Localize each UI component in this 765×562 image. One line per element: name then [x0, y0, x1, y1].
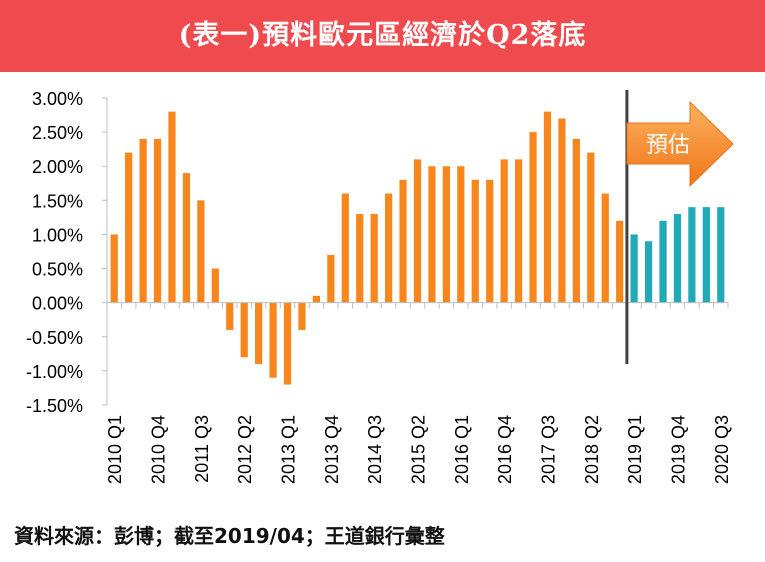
- actual-bar: [457, 166, 465, 303]
- x-tick-label: 2020 Q3: [712, 415, 732, 484]
- y-tick-label: 1.50%: [32, 191, 83, 211]
- actual-bar: [442, 166, 450, 303]
- x-tick-label: 2016 Q1: [452, 415, 472, 484]
- actual-bar: [428, 166, 436, 303]
- actual-bar: [500, 159, 508, 303]
- actual-bar: [587, 152, 595, 303]
- x-tick-label: 2016 Q4: [495, 415, 515, 484]
- actual-bar: [399, 179, 407, 303]
- forecast-bar: [659, 220, 667, 303]
- y-tick-label: 2.00%: [32, 157, 83, 177]
- actual-bar: [211, 268, 219, 303]
- actual-bar: [341, 193, 349, 303]
- actual-bar: [298, 302, 306, 330]
- forecast-bar: [673, 213, 682, 303]
- y-tick-label: 3.00%: [32, 89, 83, 109]
- x-tick-label: 2013 Q1: [279, 415, 299, 484]
- actual-bar: [514, 159, 523, 303]
- actual-bar: [471, 179, 479, 303]
- actual-bar: [385, 193, 393, 303]
- actual-bar: [327, 254, 335, 303]
- actual-bar: [125, 152, 133, 303]
- x-tick-label: 2015 Q2: [409, 415, 429, 484]
- actual-bar: [153, 138, 162, 303]
- actual-bar: [543, 111, 552, 303]
- forecast-bar: [688, 207, 696, 303]
- actual-bar: [197, 200, 205, 303]
- y-tick-label: -1.50%: [26, 396, 83, 416]
- y-tick-label: -0.50%: [26, 328, 83, 348]
- x-tick-label: 2019 Q1: [625, 415, 645, 484]
- actual-bar: [255, 302, 263, 365]
- chart: 3.00% 2.50% 2.00% 1.50% 1.00% 0.50% 0.00% -0.50…: [26, 89, 734, 484]
- actual-bar: [529, 132, 537, 303]
- forecast-bar: [717, 207, 725, 303]
- actual-bar: [486, 179, 494, 303]
- actual-bar: [240, 302, 248, 358]
- x-tick-label: 2014 Q3: [365, 415, 385, 484]
- actual-bar: [283, 302, 292, 385]
- actual-bar: [226, 302, 234, 330]
- x-tick-label: 2010 Q1: [105, 415, 125, 484]
- forecast-bar: [630, 234, 638, 303]
- x-tick-label: 2019 Q4: [668, 415, 688, 484]
- forecast-arrow: 預估: [626, 100, 734, 188]
- title-banner: [0, 0, 765, 72]
- actual-bar: [269, 302, 277, 378]
- actual-bar: [110, 234, 118, 303]
- y-tick-label: 0.50%: [32, 260, 83, 280]
- x-tick-label: 2017 Q3: [538, 415, 558, 484]
- actual-bar: [312, 295, 321, 303]
- x-tick-label: 2012 Q2: [235, 415, 255, 484]
- actual-bar: [413, 159, 422, 303]
- actual-bar: [356, 213, 364, 303]
- y-tick-label: 1.00%: [32, 225, 83, 245]
- x-tick-label: 2011 Q3: [192, 415, 212, 483]
- y-tick-label: 2.50%: [32, 123, 83, 143]
- actual-bar: [182, 173, 191, 303]
- actual-bar: [558, 118, 566, 303]
- forecast-arrow-shape: [626, 100, 734, 188]
- y-tick-label: -1.00%: [26, 362, 83, 382]
- actual-bar: [370, 213, 378, 303]
- y-tick-label: 0.00%: [32, 294, 83, 314]
- source-note: 資料來源：彭博；截至2019/04；王道銀行彙整: [14, 524, 445, 548]
- actual-bar: [139, 138, 147, 303]
- x-tick-label: 2018 Q2: [582, 415, 602, 484]
- x-tick-label: 2010 Q4: [149, 415, 169, 484]
- x-tick-label: 2013 Q4: [322, 415, 342, 484]
- actual-bar: [572, 138, 580, 303]
- actual-bar: [168, 111, 176, 303]
- forecast-bar: [644, 241, 653, 303]
- actual-bar: [601, 193, 609, 303]
- forecast-bar: [702, 207, 710, 303]
- actual-bar: [616, 220, 624, 303]
- chart-title: (表一)預料歐元區經濟於Q2落底: [178, 20, 587, 51]
- forecast-label: 預估: [646, 133, 690, 158]
